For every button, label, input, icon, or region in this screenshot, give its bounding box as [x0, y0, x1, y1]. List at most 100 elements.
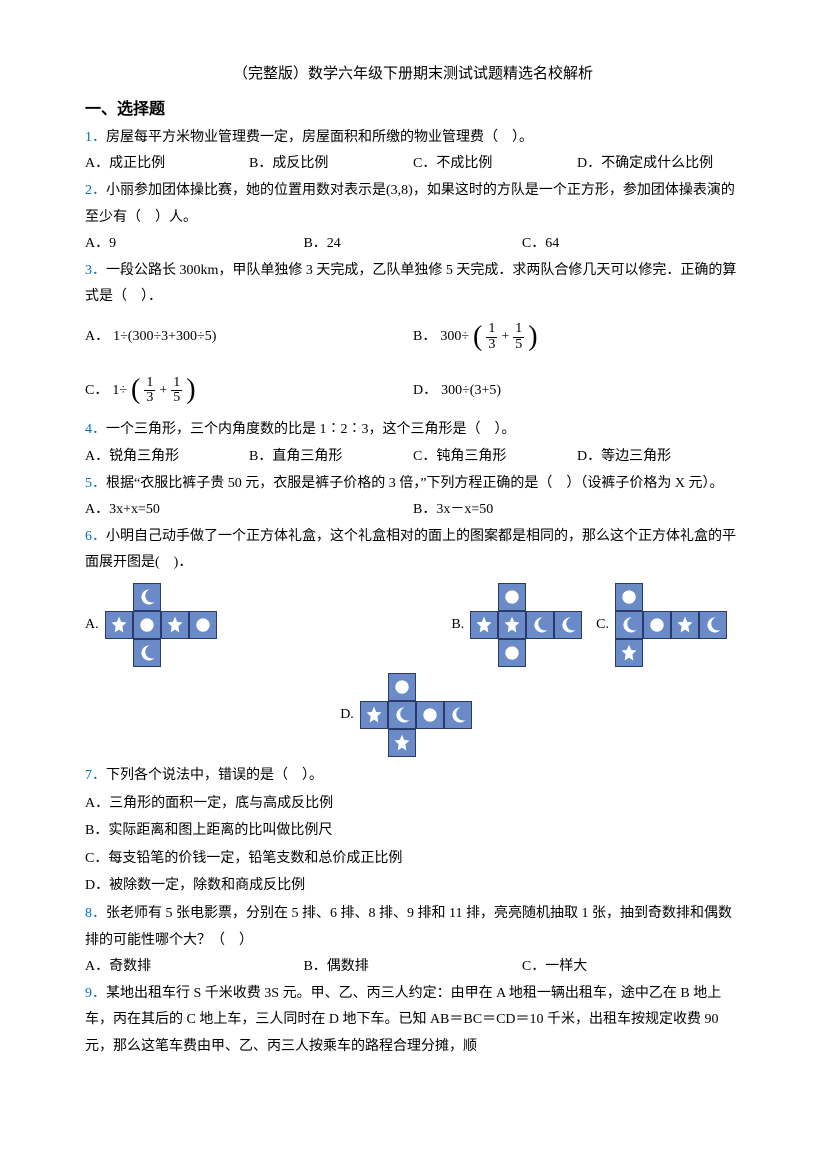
- question-3: 3．一段公路长 300km，甲队单独修 3 天完成，乙队单独修 5 天完成．求两…: [85, 258, 741, 311]
- question-6: 6．小明自己动手做了一个正方体礼盒，这个礼盒相对的面上的图案都是相同的，那么这个…: [85, 524, 741, 577]
- q3-A-math: 1÷(300÷3+300÷5): [113, 324, 216, 351]
- moon-icon: [615, 611, 643, 639]
- q2-choices: A．9 B．24 C．64: [85, 231, 741, 258]
- plus-icon: +: [501, 324, 509, 351]
- q7-A: A．三角形的面积一定，底与高成反比例: [85, 791, 741, 818]
- question-7: 7．下列各个说法中，错误的是（ ）。: [85, 763, 741, 790]
- q3-C: C． 1÷ ( 13 + 15 ): [85, 364, 413, 417]
- q3-text: 一段公路长 300km，甲队单独修 3 天完成，乙队单独修 5 天完成．求两队合…: [85, 263, 736, 305]
- q2-B: B．24: [303, 231, 521, 258]
- circle-icon: [498, 583, 526, 611]
- q6-B-label: B.: [451, 612, 464, 639]
- q9-text: 某地出租车行 S 千米收费 3S 元。甲、乙、丙三人约定：由甲在 A 地租一辆出…: [85, 986, 721, 1054]
- q6-C: C.: [596, 583, 727, 667]
- paren-left-icon: (: [473, 310, 482, 363]
- question-9: 9．某地出租车行 S 千米收费 3S 元。甲、乙、丙三人约定：由甲在 A 地租一…: [85, 981, 741, 1061]
- q3-C-label: C．: [85, 378, 108, 405]
- star-icon: [498, 611, 526, 639]
- circle-icon: [189, 611, 217, 639]
- q3-B: B． 300÷ ( 13 + 15 ): [413, 311, 741, 364]
- cube-net-A: [105, 583, 217, 667]
- q7-choices: A．三角形的面积一定，底与高成反比例 B．实际距离和图上距离的比叫做比例尺 C．…: [85, 791, 741, 900]
- q1-text: 房屋每平方米物业管理费一定，房屋面积和所缴的物业管理费（ ）。: [106, 130, 533, 145]
- fraction: 13: [144, 376, 155, 406]
- circle-icon: [498, 639, 526, 667]
- q8-text: 张老师有 5 张电影票，分别在 5 排、6 排、8 排、9 排和 11 排，亮亮…: [85, 906, 732, 948]
- doc-title: （完整版）数学六年级下册期末测试试题精选名校解析: [85, 60, 741, 89]
- q4-choices: A．锐角三角形 B．直角三角形 C．钝角三角形 D．等边三角形: [85, 444, 741, 471]
- question-8: 8．张老师有 5 张电影票，分别在 5 排、6 排、8 排、9 排和 11 排，…: [85, 901, 741, 954]
- moon-icon: [388, 701, 416, 729]
- q3-D-label: D．: [413, 378, 437, 405]
- q6-text: 小明自己动手做了一个正方体礼盒，这个礼盒相对的面上的图案都是相同的，那么这个正方…: [85, 529, 736, 571]
- q6-A: A.: [85, 583, 217, 667]
- q8-B: B．偶数排: [303, 954, 521, 981]
- circle-icon: [133, 611, 161, 639]
- q5-B: B．3x－x=50: [413, 497, 741, 524]
- moon-icon: [444, 701, 472, 729]
- moon-icon: [526, 611, 554, 639]
- q8-num: 8．: [85, 906, 106, 921]
- question-1: 1．房屋每平方米物业管理费一定，房屋面积和所缴的物业管理费（ ）。: [85, 125, 741, 152]
- fraction: 13: [486, 322, 497, 352]
- q3-D-math: 300÷(3+5): [441, 378, 501, 405]
- q6-C-label: C.: [596, 612, 609, 639]
- circle-icon: [615, 583, 643, 611]
- circle-icon: [643, 611, 671, 639]
- star-icon: [161, 611, 189, 639]
- paren-right-icon: ): [528, 310, 537, 363]
- q1-A: A．成正比例: [85, 151, 249, 178]
- q7-num: 7．: [85, 768, 106, 783]
- plus-icon: +: [159, 378, 167, 405]
- q2-text: 小丽参加团体操比赛，她的位置用数对表示是(3,8)，如果这时的方队是一个正方形，…: [85, 183, 735, 225]
- q3-A: A． 1÷(300÷3+300÷5): [85, 311, 413, 364]
- q4-D: D．等边三角形: [577, 444, 741, 471]
- q2-num: 2．: [85, 183, 106, 198]
- q6-D: D.: [340, 673, 472, 757]
- q5-A: A．3x+x=50: [85, 497, 413, 524]
- moon-icon: [554, 611, 582, 639]
- section-heading: 一、选择题: [85, 95, 741, 125]
- cube-net-D: [360, 673, 472, 757]
- q3-row2: C． 1÷ ( 13 + 15 ) D． 300÷(3+5): [85, 364, 741, 417]
- q4-text: 一个三角形，三个内角度数的比是 1∶2∶3，这个三角形是（ ）。: [106, 422, 516, 437]
- q3-C-math-prefix: 1÷: [112, 378, 127, 405]
- q9-num: 9．: [85, 986, 106, 1001]
- moon-icon: [133, 639, 161, 667]
- q5-choices: A．3x+x=50 B．3x－x=50: [85, 497, 741, 524]
- q7-B: B．实际距离和图上距离的比叫做比例尺: [85, 818, 741, 845]
- q1-D: D．不确定成什么比例: [577, 151, 741, 178]
- fraction: 15: [171, 376, 182, 406]
- q4-num: 4．: [85, 422, 106, 437]
- cube-net-B: [470, 583, 582, 667]
- q3-D: D． 300÷(3+5): [413, 364, 741, 417]
- q6-num: 6．: [85, 529, 106, 544]
- star-icon: [388, 729, 416, 757]
- q7-C: C．每支铅笔的价钱一定，铅笔支数和总价成正比例: [85, 846, 741, 873]
- q5-text: 根据“衣服比裤子贵 50 元，衣服是裤子价格的 3 倍，”下列方程正确的是（ ）…: [106, 476, 724, 491]
- cube-net-C: [615, 583, 727, 667]
- q3-row1: A． 1÷(300÷3+300÷5) B． 300÷ ( 13 + 15 ): [85, 311, 741, 364]
- q3-B-label: B．: [413, 324, 436, 351]
- q7-text: 下列各个说法中，错误的是（ ）。: [106, 768, 323, 783]
- q2-A: A．9: [85, 231, 303, 258]
- moon-icon: [133, 583, 161, 611]
- question-5: 5．根据“衣服比裤子贵 50 元，衣服是裤子价格的 3 倍，”下列方程正确的是（…: [85, 471, 741, 498]
- q4-A: A．锐角三角形: [85, 444, 249, 471]
- star-icon: [671, 611, 699, 639]
- paren-left-icon: (: [131, 363, 140, 416]
- q3-num: 3．: [85, 263, 106, 278]
- q6-D-label: D.: [340, 702, 354, 729]
- star-icon: [105, 611, 133, 639]
- paren-right-icon: ): [186, 363, 195, 416]
- q5-num: 5．: [85, 476, 106, 491]
- q3-B-math-prefix: 300÷: [440, 324, 469, 351]
- question-2: 2．小丽参加团体操比赛，她的位置用数对表示是(3,8)，如果这时的方队是一个正方…: [85, 178, 741, 231]
- circle-icon: [388, 673, 416, 701]
- star-icon: [470, 611, 498, 639]
- q4-B: B．直角三角形: [249, 444, 413, 471]
- q8-C: C．一样大: [522, 954, 740, 981]
- question-4: 4．一个三角形，三个内角度数的比是 1∶2∶3，这个三角形是（ ）。: [85, 417, 741, 444]
- q8-choices: A．奇数排 B．偶数排 C．一样大: [85, 954, 741, 981]
- q1-choices: A．成正比例 B．成反比例 C．不成比例 D．不确定成什么比例: [85, 151, 741, 178]
